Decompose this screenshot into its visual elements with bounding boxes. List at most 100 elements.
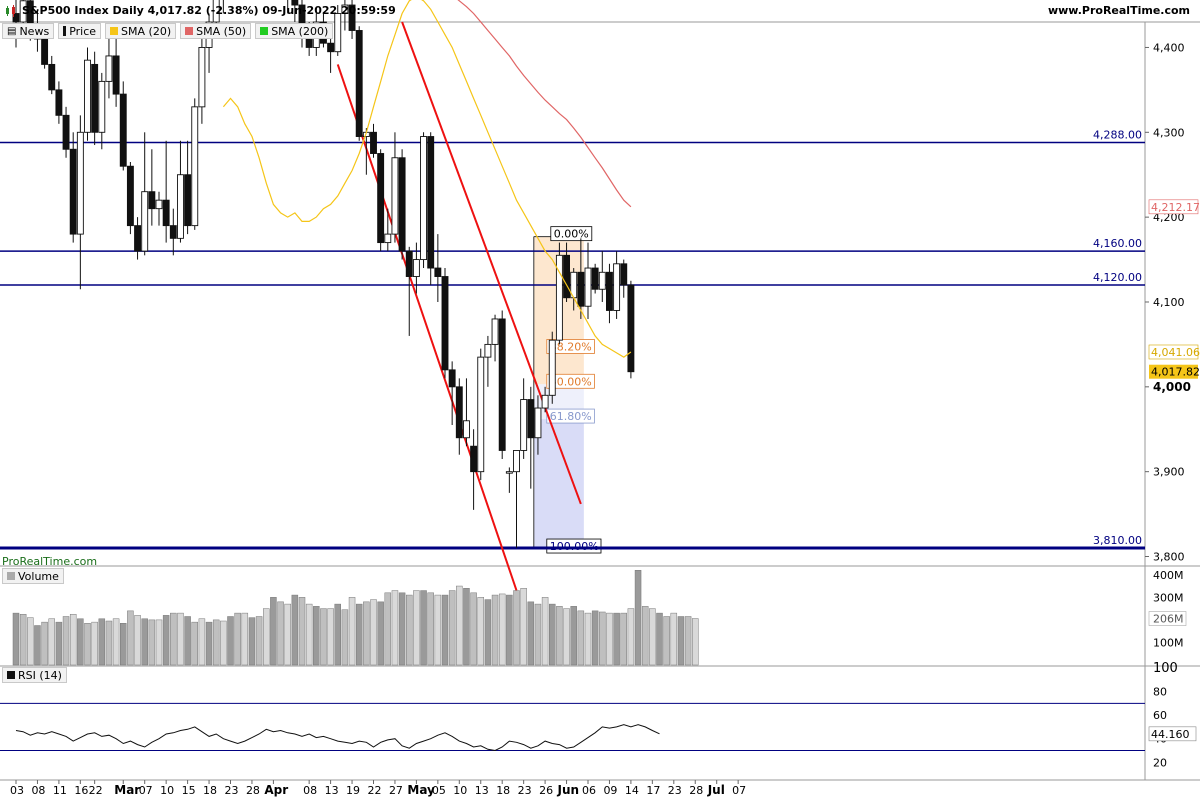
candle-down bbox=[578, 272, 584, 306]
time-tick-label: 26 bbox=[539, 784, 553, 797]
volume-bar bbox=[92, 622, 98, 665]
volume-bar bbox=[514, 591, 520, 665]
volume-bar bbox=[635, 570, 641, 665]
price-tick-label: 3,800 bbox=[1153, 551, 1185, 564]
volume-bar bbox=[628, 609, 634, 665]
volume-bar bbox=[549, 604, 555, 665]
legend-price[interactable]: Price bbox=[58, 23, 101, 39]
time-tick-label: 23 bbox=[518, 784, 532, 797]
candle-up bbox=[99, 81, 105, 132]
volume-bar bbox=[163, 615, 169, 665]
legend-sma50[interactable]: SMA (50) bbox=[180, 23, 251, 39]
volume-bar bbox=[27, 618, 33, 665]
volume-bar bbox=[649, 609, 655, 665]
volume-bar bbox=[456, 586, 462, 665]
legend-sma200[interactable]: SMA (200) bbox=[255, 23, 333, 39]
volume-bar bbox=[185, 617, 191, 666]
legend-sma20[interactable]: SMA (20) bbox=[105, 23, 176, 39]
volume-bar bbox=[692, 619, 698, 665]
candle-up bbox=[492, 319, 498, 344]
trendline-lower bbox=[338, 64, 517, 590]
price-tick-label: 3,900 bbox=[1153, 466, 1185, 479]
candle-down bbox=[592, 268, 598, 289]
volume-bar bbox=[113, 619, 119, 665]
volume-bar bbox=[599, 612, 605, 665]
time-tick-label: 10 bbox=[160, 784, 174, 797]
price-swatch-icon bbox=[63, 26, 66, 36]
rsi-swatch-icon bbox=[7, 671, 15, 679]
time-tick-label: 13 bbox=[325, 784, 339, 797]
volume-bar bbox=[99, 619, 105, 665]
time-tick-label: 27 bbox=[389, 784, 403, 797]
candle-up bbox=[542, 395, 548, 408]
volume-bar bbox=[542, 597, 548, 665]
fib-label: 0.00% bbox=[554, 228, 589, 241]
time-tick-label: 17 bbox=[646, 784, 660, 797]
volume-bar bbox=[492, 595, 498, 665]
volume-bar bbox=[306, 604, 312, 665]
volume-bar bbox=[664, 617, 670, 666]
volume-bar bbox=[127, 611, 133, 665]
volume-bar bbox=[678, 617, 684, 666]
volume-bar bbox=[585, 613, 591, 665]
volume-bar bbox=[671, 613, 677, 665]
volume-bar bbox=[449, 591, 455, 665]
time-tick-label: 07 bbox=[732, 784, 746, 797]
candle-down bbox=[185, 175, 191, 226]
volume-bar bbox=[392, 591, 398, 665]
time-tick-label: 28 bbox=[246, 784, 260, 797]
rsi-last-label: 44.160 bbox=[1151, 728, 1190, 741]
volume-bar bbox=[63, 617, 69, 666]
volume-bar bbox=[270, 597, 276, 665]
site-url[interactable]: www.ProRealTime.com bbox=[1048, 4, 1190, 17]
time-tick-label: 16 bbox=[74, 784, 88, 797]
candle-down bbox=[378, 154, 384, 243]
volume-bar bbox=[20, 614, 26, 665]
candle-up bbox=[85, 60, 91, 132]
volume-label[interactable]: Volume bbox=[2, 568, 64, 584]
volume-bar bbox=[642, 606, 648, 665]
candle-up bbox=[506, 472, 512, 474]
time-tick-label: 23 bbox=[668, 784, 682, 797]
legend-news[interactable]: ▤ News bbox=[2, 23, 54, 39]
indicator-legend: ▤ News Price SMA (20) SMA (50) SMA (200) bbox=[2, 23, 333, 39]
volume-bar bbox=[70, 614, 76, 665]
volume-bar bbox=[499, 594, 505, 665]
time-tick-label: 11 bbox=[53, 784, 67, 797]
candle-up bbox=[549, 340, 555, 395]
time-tick-label: 06 bbox=[582, 784, 596, 797]
volume-swatch-icon bbox=[7, 572, 15, 580]
time-tick-label: 08 bbox=[303, 784, 317, 797]
volume-bar bbox=[528, 602, 534, 665]
volume-bar bbox=[428, 593, 434, 665]
time-tick-label: 22 bbox=[368, 784, 382, 797]
candle-up bbox=[106, 56, 112, 81]
candle-up bbox=[478, 357, 484, 472]
volume-bar bbox=[106, 621, 112, 665]
candle-down bbox=[42, 39, 48, 64]
candle-down bbox=[328, 43, 334, 51]
volume-bar bbox=[49, 619, 55, 665]
volume-bar bbox=[299, 597, 305, 665]
volume-bar bbox=[220, 621, 226, 665]
rsi-tick-label: 60 bbox=[1153, 709, 1167, 722]
time-tick-label: Jul bbox=[707, 783, 725, 797]
news-icon: ▤ bbox=[7, 26, 16, 37]
volume-bar bbox=[571, 606, 577, 665]
fib-label: 61.80% bbox=[550, 410, 592, 423]
candle-down bbox=[442, 277, 448, 370]
volume-bar bbox=[292, 595, 298, 665]
volume-bar bbox=[328, 609, 334, 665]
candle-down bbox=[456, 387, 462, 438]
volume-bar bbox=[320, 609, 326, 665]
volume-bar bbox=[228, 617, 234, 666]
volume-bar bbox=[177, 613, 183, 665]
volume-bar bbox=[442, 595, 448, 665]
volume-bar bbox=[378, 602, 384, 665]
rsi-label[interactable]: RSI (14) bbox=[2, 667, 67, 683]
volume-bar bbox=[85, 623, 91, 665]
volume-bar bbox=[199, 619, 205, 665]
rsi-tick-label: 80 bbox=[1153, 686, 1167, 699]
candle-down bbox=[371, 132, 377, 153]
